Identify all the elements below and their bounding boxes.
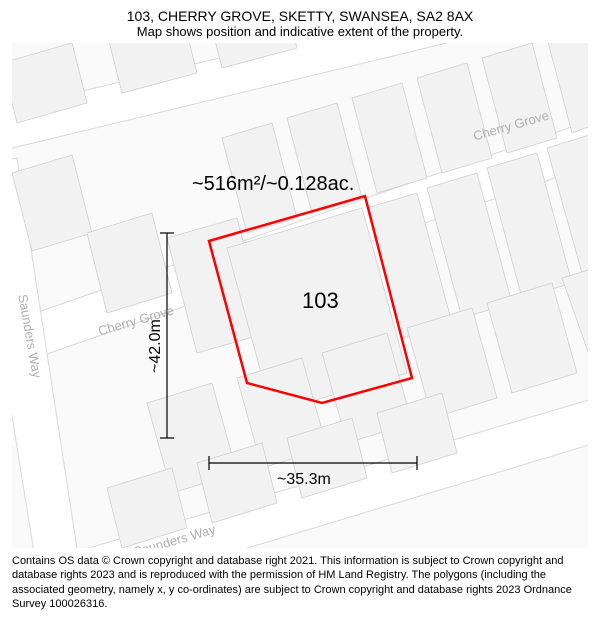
house-number: 103 [302,288,339,314]
page: 103, CHERRY GROVE, SKETTY, SWANSEA, SA2 … [0,0,600,625]
map: ~516m²/~0.128ac. 103 ~42.0m ~35.3m Cherr… [12,43,588,548]
page-subtitle: Map shows position and indicative extent… [12,24,588,39]
page-title: 103, CHERRY GROVE, SKETTY, SWANSEA, SA2 … [12,8,588,24]
header: 103, CHERRY GROVE, SKETTY, SWANSEA, SA2 … [12,8,588,39]
area-label: ~516m²/~0.128ac. [192,173,354,196]
width-dim-label: ~35.3m [277,471,331,489]
footer-text: Contains OS data © Crown copyright and d… [12,554,588,611]
height-dim-label: ~42.0m [147,319,165,373]
